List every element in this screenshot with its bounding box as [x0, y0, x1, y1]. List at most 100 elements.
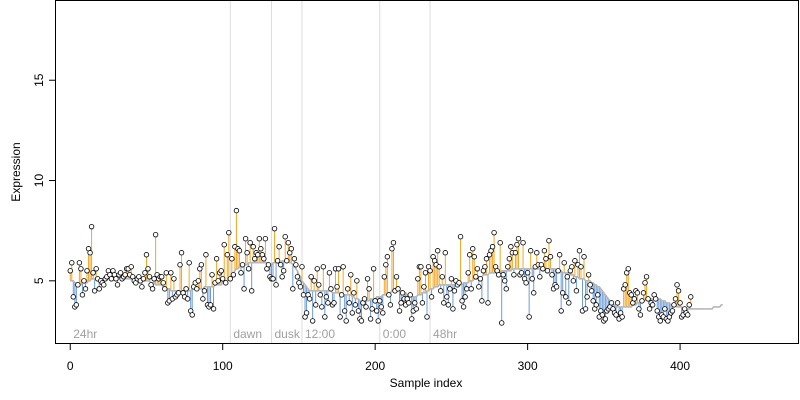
data-point	[252, 256, 258, 262]
data-point	[593, 302, 599, 308]
data-point	[636, 306, 642, 312]
data-point	[395, 286, 401, 292]
data-point	[139, 284, 145, 290]
data-point	[363, 304, 369, 310]
data-point	[151, 276, 157, 282]
data-point	[582, 306, 589, 312]
data-point	[688, 294, 694, 300]
data-point	[646, 306, 653, 312]
data-point	[175, 290, 182, 296]
data-point	[313, 302, 319, 308]
data-point	[223, 280, 229, 286]
data-point	[334, 284, 340, 290]
data-point	[373, 308, 380, 314]
data-point	[685, 312, 691, 318]
data-point	[338, 292, 345, 298]
region-label: 12:00	[305, 327, 335, 341]
data-point	[101, 282, 107, 288]
data-point	[463, 286, 470, 292]
data-point	[553, 284, 560, 290]
data-point	[643, 274, 650, 280]
data-point	[233, 207, 240, 214]
data-point	[407, 292, 413, 298]
data-point	[639, 298, 645, 304]
data-point	[145, 266, 151, 272]
data-point	[677, 300, 683, 306]
data-point	[75, 282, 81, 288]
data-point	[595, 292, 601, 298]
data-point	[160, 280, 166, 286]
data-point	[88, 223, 95, 230]
data-point	[323, 294, 330, 300]
data-point	[588, 288, 595, 294]
data-point	[250, 244, 256, 250]
data-point	[128, 264, 134, 270]
data-point	[337, 314, 343, 320]
data-point	[288, 246, 295, 252]
data-point	[489, 244, 496, 250]
data-point	[279, 274, 285, 280]
data-point	[200, 296, 206, 302]
data-point	[686, 302, 692, 308]
x-tick-label: 300	[518, 359, 538, 373]
data-point	[466, 252, 473, 258]
data-point	[418, 264, 424, 270]
data-point	[649, 302, 656, 308]
data-point	[502, 278, 508, 284]
data-point	[462, 294, 468, 300]
data-point	[608, 300, 615, 306]
data-point	[146, 274, 153, 280]
data-point	[308, 274, 314, 280]
data-point	[409, 316, 415, 322]
region-label: dusk	[274, 327, 300, 341]
data-point	[306, 296, 313, 302]
data-point	[450, 306, 456, 312]
data-point	[183, 286, 189, 292]
data-point	[669, 308, 676, 314]
data-point	[224, 252, 230, 258]
data-point	[529, 276, 535, 282]
data-point	[355, 308, 362, 314]
data-point	[445, 302, 452, 308]
data-point	[500, 272, 506, 278]
data-point	[291, 256, 298, 262]
data-point	[261, 256, 267, 262]
data-point	[634, 290, 641, 296]
y-axis: 5 10 15	[32, 73, 55, 284]
data-point	[195, 278, 202, 284]
data-point	[531, 290, 537, 296]
data-point	[218, 268, 224, 274]
y-tick-label: 5	[32, 277, 46, 284]
data-point	[421, 284, 427, 290]
data-point	[277, 262, 284, 268]
data-point	[262, 235, 269, 242]
x-tick-label: 400	[670, 359, 690, 373]
data-point	[303, 310, 310, 316]
data-point	[556, 252, 563, 258]
data-point	[122, 272, 128, 278]
data-point	[584, 294, 590, 300]
data-point	[451, 288, 458, 294]
data-point	[422, 270, 429, 276]
data-point	[364, 276, 371, 282]
data-point	[503, 286, 509, 292]
data-point	[319, 304, 325, 310]
data-point	[276, 244, 282, 250]
data-point	[482, 264, 488, 270]
data-point	[581, 254, 587, 260]
x-tick-label: 100	[213, 359, 233, 373]
data-point	[221, 242, 227, 248]
data-point	[546, 237, 552, 244]
data-point	[555, 268, 561, 274]
data-point	[248, 288, 255, 294]
data-point	[168, 270, 174, 276]
data-point	[152, 231, 159, 238]
region-dividers	[229, 1, 431, 343]
data-point	[113, 276, 119, 282]
data-point	[399, 290, 406, 296]
data-point	[570, 278, 577, 284]
data-point	[505, 264, 511, 270]
data-point	[419, 300, 426, 306]
data-point	[210, 306, 217, 312]
data-point	[285, 240, 291, 246]
